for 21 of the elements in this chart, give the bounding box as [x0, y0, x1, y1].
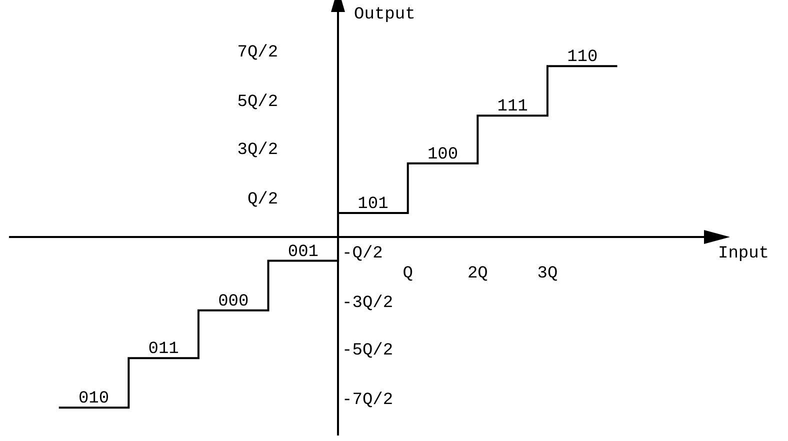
text: 7Q/2 [237, 44, 278, 63]
annotation: 5Q/2 [237, 93, 278, 112]
x-tick-label: 3Q [537, 264, 558, 284]
annotation: -5Q/2 [342, 342, 394, 361]
annotation: 001 [288, 242, 318, 262]
y-axis-title: Output [354, 6, 416, 24]
annotation: -Q/2 [342, 244, 383, 264]
annotation: 010 [78, 390, 110, 409]
annotation: -7Q/2 [342, 391, 394, 410]
annotation: 000 [218, 292, 249, 312]
annotation: Q/2 [247, 190, 278, 210]
annotation: 101 [358, 194, 388, 214]
annotation: 100 [427, 145, 458, 164]
annotation: 111 [497, 98, 528, 117]
annotation: 3Q/2 [237, 140, 278, 160]
x-tick-label: 2Q [467, 264, 488, 284]
x-tick-label: Q [402, 264, 413, 284]
annotation: 011 [148, 340, 179, 360]
annotation: -3Q/2 [342, 294, 394, 313]
annotation: 110 [567, 48, 598, 68]
x-axis-title: Input [718, 244, 770, 264]
